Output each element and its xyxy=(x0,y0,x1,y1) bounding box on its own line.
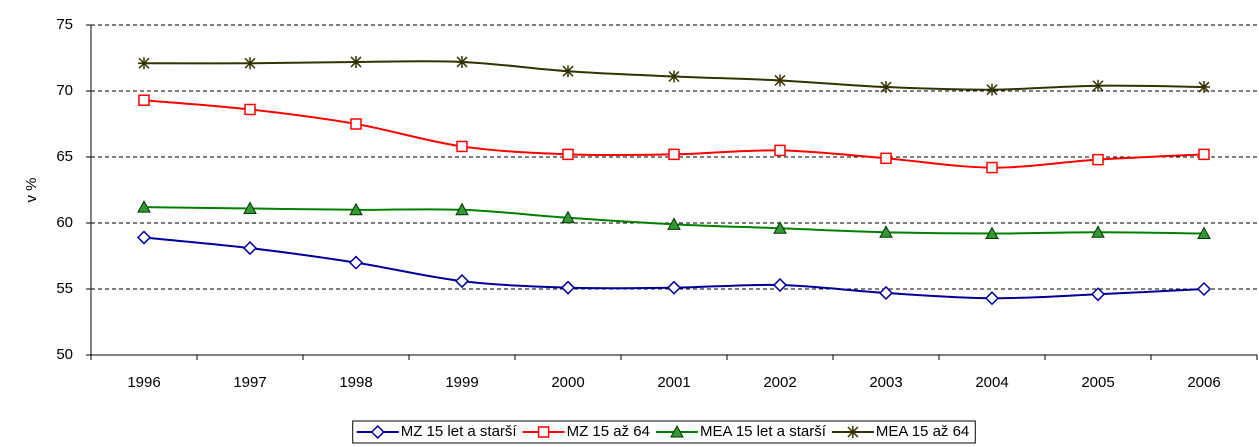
marker xyxy=(560,280,576,295)
marker xyxy=(878,285,894,301)
marker xyxy=(537,426,550,438)
marker xyxy=(242,241,258,256)
y-tick-label: 65 xyxy=(56,148,73,165)
marker xyxy=(348,255,364,270)
marker xyxy=(666,280,682,295)
marker xyxy=(456,55,468,68)
marker xyxy=(1198,148,1210,161)
y-axis-label: v % xyxy=(23,177,40,202)
marker xyxy=(456,140,468,153)
marker xyxy=(370,424,385,440)
y-tick-label: 70 xyxy=(56,82,73,99)
marker xyxy=(986,83,998,96)
x-tick-label: 2002 xyxy=(763,374,796,391)
marker xyxy=(670,424,684,438)
marker xyxy=(349,202,363,216)
marker xyxy=(772,277,788,293)
marker xyxy=(137,200,151,213)
marker xyxy=(668,148,680,161)
marker xyxy=(1196,281,1212,297)
legend-label: MZ 15 až 64 xyxy=(567,423,650,440)
marker xyxy=(1198,81,1210,94)
marker xyxy=(136,230,152,245)
marker xyxy=(774,144,786,157)
marker xyxy=(880,152,892,165)
marker xyxy=(984,291,1000,306)
marker xyxy=(668,70,680,83)
marker xyxy=(244,57,256,70)
x-tick-label: 2000 xyxy=(551,374,584,391)
marker xyxy=(846,426,859,438)
y-tick-label: 50 xyxy=(56,346,73,363)
marker xyxy=(244,103,256,116)
marker xyxy=(562,148,574,161)
x-tick-label: 1999 xyxy=(445,374,478,391)
x-tick-label: 2006 xyxy=(1187,374,1220,391)
marker xyxy=(986,161,998,174)
marker xyxy=(1092,153,1104,166)
x-tick-label: 1998 xyxy=(339,374,372,391)
x-tick-label: 2005 xyxy=(1081,374,1114,391)
x-tick-label: 2001 xyxy=(657,374,690,391)
marker xyxy=(454,274,470,289)
marker xyxy=(1091,225,1105,238)
x-tick-label: 1996 xyxy=(127,374,160,391)
marker xyxy=(773,221,787,234)
y-tick-label: 60 xyxy=(56,214,73,231)
marker xyxy=(243,201,257,214)
legend-label: MEA 15 až 64 xyxy=(876,423,969,440)
marker xyxy=(1092,79,1104,92)
marker xyxy=(561,210,575,224)
marker xyxy=(774,74,786,87)
marker xyxy=(138,94,150,106)
y-tick-label: 55 xyxy=(56,280,73,297)
x-tick-label: 2003 xyxy=(869,374,902,391)
marker xyxy=(880,81,892,94)
marker xyxy=(1090,287,1106,302)
legend: MZ 15 let a starší MZ 15 až 64 MEA 15 let … xyxy=(352,420,976,444)
marker xyxy=(879,225,893,238)
marker xyxy=(350,118,362,130)
marker xyxy=(350,55,362,68)
marker xyxy=(985,226,999,240)
marker xyxy=(667,217,681,230)
legend-label: MEA 15 let a starší xyxy=(700,423,827,440)
marker xyxy=(1197,226,1211,240)
x-tick-label: 1997 xyxy=(233,374,266,391)
marker xyxy=(455,202,469,216)
legend-label: MZ 15 let a starší xyxy=(401,423,518,440)
marker xyxy=(562,65,574,78)
y-tick-label: 75 xyxy=(56,16,73,33)
marker xyxy=(138,57,150,70)
x-tick-label: 2004 xyxy=(975,374,1008,391)
